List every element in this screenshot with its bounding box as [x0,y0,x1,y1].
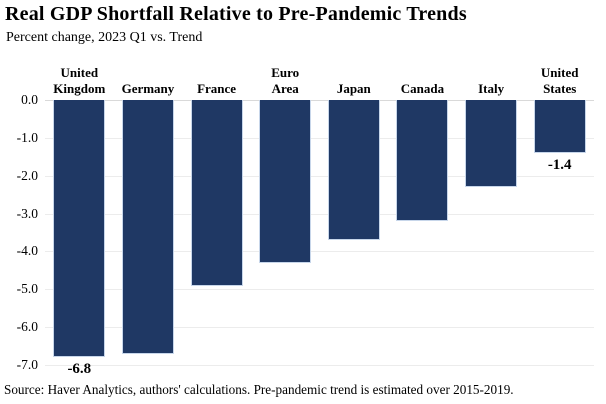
bar-italy [465,100,518,188]
bar-united-states [533,100,586,153]
category-label-line: Italy [478,80,505,96]
bar-united-kingdom [53,100,106,358]
category-label-italy: Italy [451,81,531,97]
gridline [45,213,594,215]
bar-value-label: -6.8 [67,361,92,378]
category-label-line: Japan [336,80,371,96]
category-label-canada: Canada [382,81,462,97]
gridline [45,289,594,291]
bar-japan [327,100,380,241]
y-axis-tick-label: -4.0 [16,243,38,259]
bar-canada [396,100,449,222]
chart-subtitle: Percent change, 2023 Q1 vs. Trend [6,30,203,45]
bar-value-label: -1.4 [547,157,572,173]
category-label-japan: Japan [314,81,394,97]
category-label-line: Euro [271,65,300,80]
category-label-line: Canada [400,80,445,96]
y-axis-tick-label: -6.0 [16,319,38,335]
y-axis-tick-label: 0.0 [21,92,38,107]
gridline [45,365,594,366]
category-label-line: States [543,80,577,96]
category-label-france: France [177,81,257,97]
bar-france [190,100,243,286]
y-axis-tick-label: -1.0 [16,129,38,145]
y-axis-tick-label: -2.0 [16,167,38,183]
category-label-line: Area [271,80,299,96]
category-label-line: France [197,80,237,96]
category-label-united-kingdom: United Kingdom [39,65,119,96]
category-label-line: United [540,65,579,80]
y-axis-tick-label: -5.0 [16,281,38,297]
chart-title: Real GDP Shortfall Relative to Pre-Pande… [5,3,467,25]
gridline [45,327,594,329]
bar-germany [121,100,174,354]
category-label-line: United [60,65,99,80]
gridline [45,137,594,139]
category-label-germany: Germany [108,81,188,97]
y-axis-tick-label: -7.0 [16,357,38,372]
zero-axis-line [45,100,594,101]
source-note: Source: Haver Analytics, authors' calcul… [4,382,514,397]
y-axis-tick-label: -3.0 [16,205,38,221]
category-label-euro-area: Euro Area [245,65,325,96]
gridline [45,251,594,253]
gridline [45,175,594,177]
category-label-line: Kingdom [53,80,106,96]
bar-euro-area [259,100,312,263]
category-label-united-states: United States [520,65,600,96]
category-label-line: Germany [121,80,175,96]
